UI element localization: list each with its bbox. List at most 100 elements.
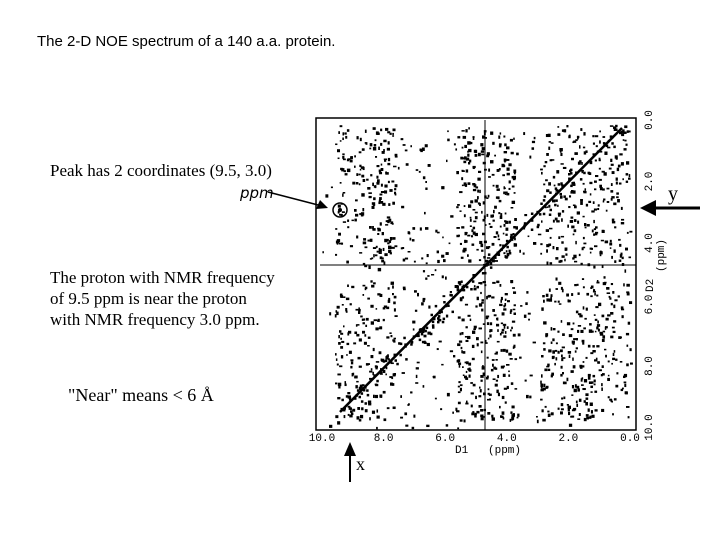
noise-dot (594, 359, 598, 362)
noise-dot (486, 322, 489, 326)
noise-dot (545, 229, 550, 232)
noise-dot (601, 365, 604, 369)
noise-dot (528, 318, 530, 321)
noise-dot (628, 256, 632, 259)
noise-dot (579, 314, 583, 318)
noise-dot (472, 188, 477, 192)
noise-dot (550, 296, 552, 300)
noise-dot (557, 300, 560, 303)
noise-dot (380, 395, 383, 398)
noise-dot (537, 223, 540, 227)
noise-dot (382, 202, 386, 206)
noise-dot (498, 135, 501, 139)
noise-dot (511, 200, 516, 204)
noise-dot (462, 366, 464, 368)
noise-dot (413, 260, 416, 263)
noise-dot (431, 320, 435, 324)
noise-dot (480, 414, 484, 418)
noise-dot (610, 283, 614, 286)
noise-dot (571, 394, 574, 396)
noise-dot (625, 180, 629, 183)
noise-dot (549, 159, 553, 162)
noise-dot (604, 348, 607, 351)
noise-dot (547, 363, 550, 367)
noise-dot (400, 395, 403, 398)
noise-dot (493, 314, 497, 317)
noise-dot (494, 383, 498, 387)
noise-dot (337, 373, 341, 376)
noise-dot (482, 218, 486, 222)
noise-dot (374, 394, 379, 399)
noise-dot (349, 303, 352, 306)
noise-dot (592, 153, 596, 156)
noise-dot (375, 245, 378, 248)
noise-dot (547, 413, 551, 417)
noise-dot (471, 280, 475, 283)
noise-dot (371, 284, 375, 288)
noise-dot (551, 356, 554, 360)
noise-dot (579, 160, 582, 163)
noise-dot (339, 330, 342, 333)
noise-dot (457, 136, 461, 139)
noise-dot (337, 157, 340, 160)
noise-dot (625, 247, 629, 251)
noise-dot (552, 199, 556, 203)
noise-dot (368, 195, 372, 199)
noise-dot (622, 129, 625, 132)
noise-dot (589, 251, 592, 254)
noise-dot (364, 287, 367, 291)
noise-dot (360, 212, 365, 216)
noise-dot (446, 159, 448, 163)
noise-dot (568, 411, 571, 416)
noise-dot (561, 288, 564, 293)
noise-dot (509, 236, 513, 239)
noise-dot (483, 392, 486, 396)
noise-dot (617, 164, 621, 168)
noise-dot (595, 175, 599, 178)
noise-dot (379, 197, 382, 200)
axis-arrow-label: y (668, 183, 678, 205)
noise-dot (369, 147, 372, 150)
noise-dot (337, 397, 341, 400)
noise-dot (602, 282, 607, 286)
noise-dot (615, 358, 618, 361)
noise-dot (585, 356, 588, 359)
noise-dot (555, 288, 558, 290)
noise-dot (544, 368, 548, 372)
noise-dot (445, 424, 449, 427)
noise-dot (478, 282, 482, 285)
noise-dot (345, 308, 348, 312)
noise-dot (460, 256, 464, 259)
noise-dot (567, 299, 571, 303)
noise-dot (566, 377, 569, 382)
noise-dot (428, 305, 431, 309)
noise-dot (335, 382, 338, 385)
noise-dot (424, 211, 426, 215)
noise-dot (614, 155, 618, 159)
noise-dot (385, 224, 389, 226)
noise-dot (487, 253, 491, 256)
noise-dot (483, 263, 487, 266)
noise-dot (573, 254, 577, 259)
noise-dot (464, 361, 468, 364)
noise-dot (346, 129, 350, 132)
noise-dot (504, 331, 507, 334)
noise-dot (581, 247, 584, 251)
noise-dot (415, 169, 419, 171)
noise-dot (381, 259, 385, 263)
noise-dot (389, 332, 392, 334)
noise-dot (390, 282, 394, 285)
noise-dot (577, 388, 580, 392)
noise-dot (366, 389, 369, 392)
noise-dot (403, 336, 406, 340)
noise-dot (478, 303, 483, 307)
noise-dot (548, 146, 551, 150)
noise-dot (483, 256, 486, 259)
noise-dot (383, 139, 387, 143)
noise-dot (596, 150, 599, 153)
noise-dot (362, 241, 367, 245)
noise-dot (579, 178, 583, 181)
noise-dot (613, 202, 617, 206)
noise-dot (587, 376, 591, 380)
noise-dot (336, 242, 339, 245)
